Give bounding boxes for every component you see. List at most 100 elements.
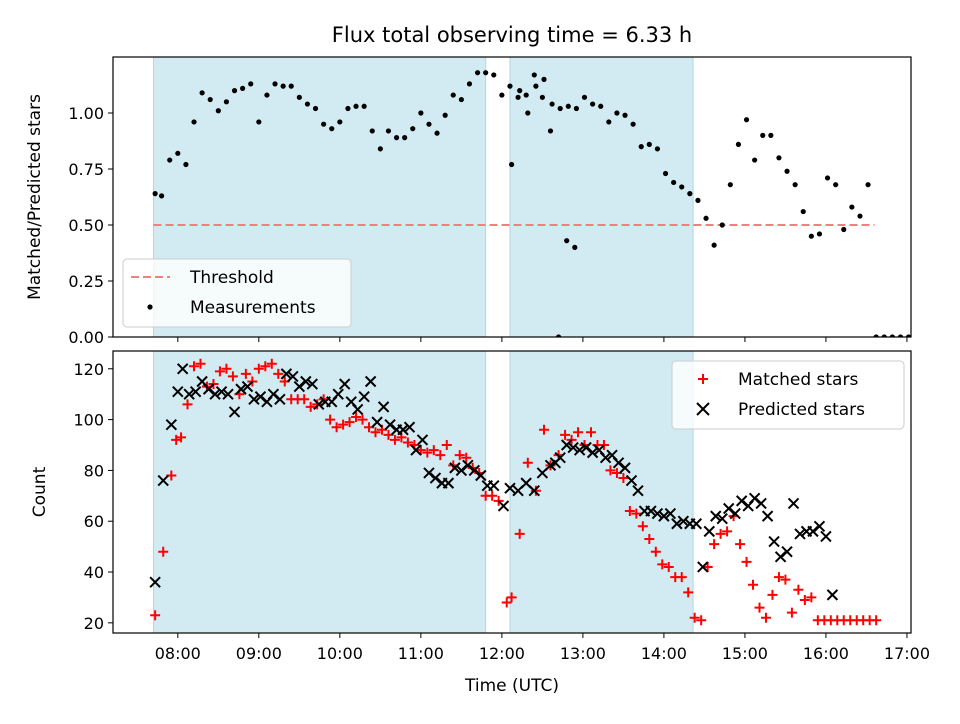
- matched-star-point: [871, 615, 882, 626]
- matched-star-point: [722, 526, 733, 537]
- matched-star-point: [715, 528, 726, 539]
- measurement-point: [743, 117, 750, 123]
- x-tick-label: 15:00: [722, 644, 768, 663]
- matched-star-point: [240, 368, 251, 379]
- matched-star-point: [176, 432, 187, 443]
- predicted-star-point: [248, 393, 260, 405]
- matched-star-point: [435, 450, 446, 461]
- predicted-star-point: [475, 469, 487, 482]
- legend-box: [122, 258, 352, 328]
- measurement-point: [418, 110, 424, 116]
- measurement-point: [727, 182, 733, 188]
- measurement-point: [539, 94, 545, 100]
- predicted-star-point: [183, 388, 195, 400]
- predicted-star-point: [586, 446, 599, 459]
- predicted-star-point: [632, 485, 644, 497]
- predicted-star-point: [274, 393, 286, 405]
- matched-star-point: [624, 506, 635, 517]
- measurement-point: [824, 175, 831, 181]
- measurement-point: [671, 179, 677, 186]
- matched-star-point: [195, 358, 206, 369]
- measurement-point: [458, 96, 464, 103]
- predicted-star-point: [567, 441, 579, 454]
- predicted-star-point: [761, 510, 774, 522]
- measurement-point: [393, 135, 400, 141]
- measurement-point: [288, 83, 294, 89]
- measurement-point: [630, 121, 636, 127]
- matched-star-point: [689, 612, 700, 623]
- matched-star-point: [158, 546, 169, 557]
- predicted-star-point: [442, 477, 455, 489]
- matched-star-point: [514, 528, 525, 539]
- measurement-point: [638, 144, 644, 150]
- predicted-star-point: [504, 482, 516, 494]
- matched-star-point: [182, 399, 193, 410]
- measurement-point: [264, 92, 270, 98]
- measurement-point: [841, 226, 847, 233]
- measurement-point: [687, 191, 693, 197]
- predicted-star-point: [300, 375, 312, 388]
- measurement-point: [442, 112, 448, 118]
- predicted-star-point: [755, 497, 767, 510]
- matched-star-point: [657, 559, 668, 570]
- measurement-point: [695, 197, 701, 203]
- predicted-star-point: [710, 510, 722, 522]
- measurement-point: [434, 130, 440, 136]
- measurement-point: [508, 161, 515, 168]
- measurement-point: [555, 334, 562, 337]
- measurement-point: [491, 72, 497, 78]
- predicted-star-point: [573, 444, 586, 456]
- measurement-point: [865, 182, 871, 188]
- y-axis-label: Count: [30, 466, 50, 517]
- measurement-point: [760, 132, 766, 138]
- measurement-point: [662, 170, 669, 177]
- legend-label-threshold: Threshold: [189, 268, 274, 288]
- x-tick-label: 08:00: [155, 644, 201, 663]
- measurement-point: [175, 150, 181, 156]
- axes-frame: [112, 350, 912, 634]
- predicted-star-point: [554, 451, 566, 464]
- matched-star-point: [799, 594, 810, 605]
- bottom-panel: 20 40 60 80 100 120 08:00 09:00 10:00 11:00 12:00 1…: [30, 350, 930, 663]
- legend-label-predicted: Predicted stars: [738, 400, 865, 420]
- legend-predicted-swatch: [696, 402, 710, 416]
- measurement-point: [614, 110, 620, 116]
- y-tick-label: 120: [73, 360, 104, 379]
- x-tick-label: 12:00: [479, 644, 525, 663]
- measurement-point: [474, 70, 481, 76]
- matched-star-point: [702, 561, 713, 572]
- matched-star-point: [539, 424, 550, 435]
- legend: Threshold Measurements: [122, 258, 352, 328]
- matched-star-point: [461, 452, 472, 463]
- predicted-star-point: [599, 451, 612, 464]
- predicted-star-point: [677, 515, 690, 527]
- matched-star-point: [402, 437, 413, 448]
- measurement-point: [231, 88, 238, 94]
- measurement-point: [564, 238, 570, 244]
- matched-star-point: [351, 412, 362, 423]
- predicted-star-point: [280, 368, 293, 380]
- matched-star-point: [299, 394, 310, 405]
- predicted-star-point: [619, 462, 631, 474]
- x-axis-label: Time (UTC): [464, 676, 559, 696]
- matched-star-point: [637, 521, 648, 532]
- predicted-star-point: [222, 388, 234, 400]
- matched-star-point: [560, 429, 571, 440]
- matched-star-point: [780, 574, 791, 585]
- predicted-star-point: [690, 518, 703, 530]
- legend-matched-swatch: [698, 374, 708, 384]
- y-tick-label: 100: [73, 411, 104, 430]
- predicted-star-point: [149, 576, 161, 588]
- measurement-point: [541, 76, 547, 82]
- matched-star-point: [221, 363, 232, 374]
- measurement-point: [646, 141, 652, 147]
- measurement-point: [426, 121, 432, 127]
- measurement-point: [735, 141, 742, 147]
- measurement-point: [240, 85, 246, 91]
- measurement-point: [547, 128, 554, 134]
- y-tick-label: 0.00: [68, 328, 104, 347]
- measurement-point: [321, 121, 327, 127]
- measurement-point: [483, 70, 489, 76]
- matched-star-point: [273, 368, 284, 379]
